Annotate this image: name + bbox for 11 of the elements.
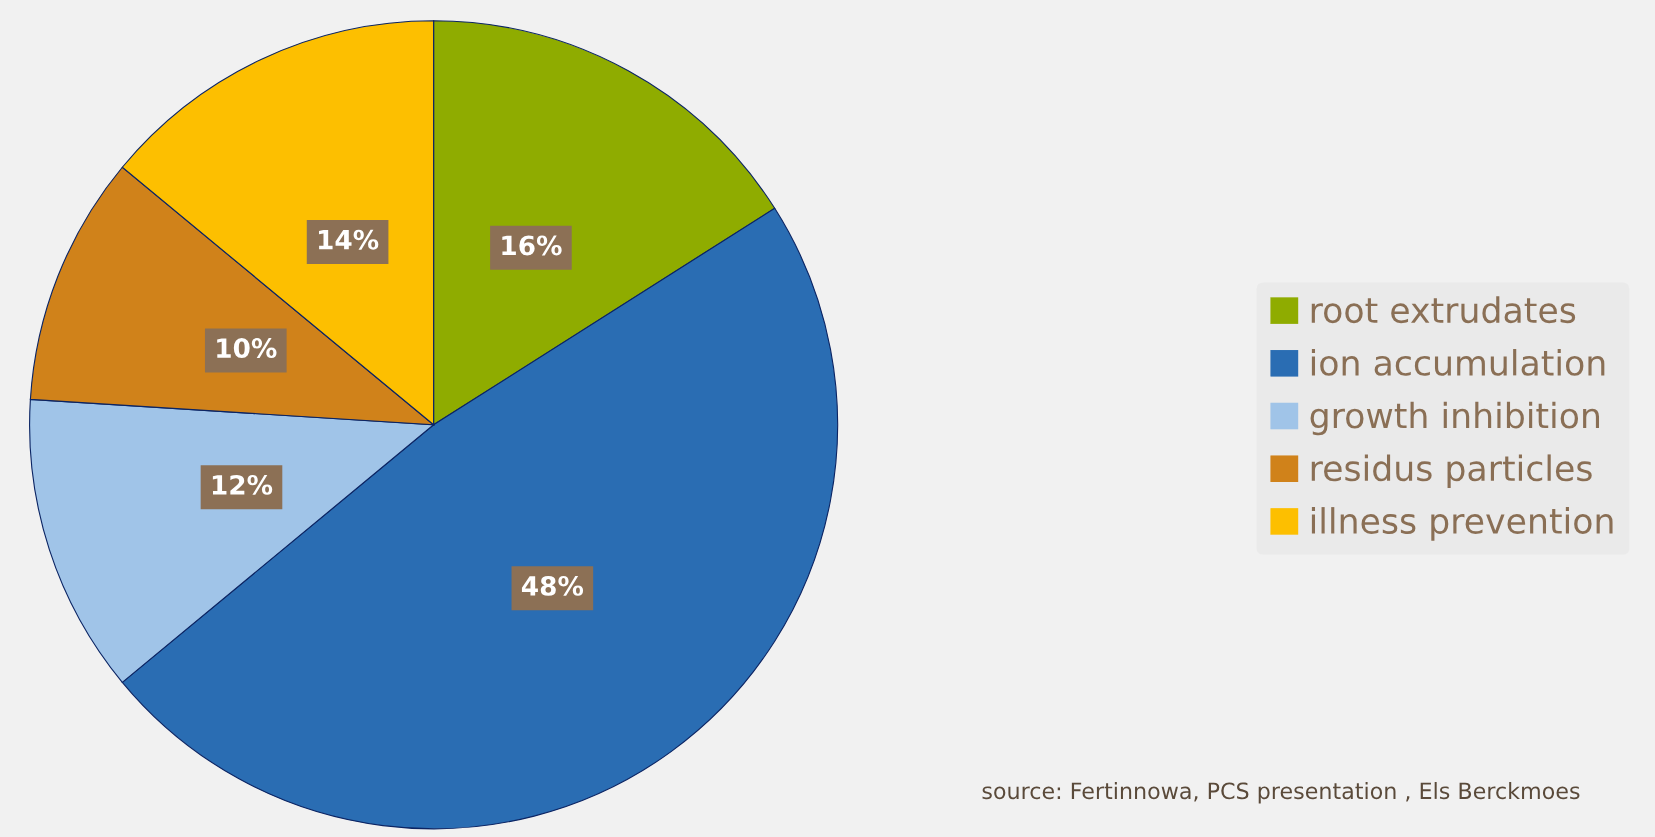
legend-label: illness prevention bbox=[1311, 507, 1613, 541]
data-label: 14% bbox=[318, 229, 379, 250]
data-label: 16% bbox=[502, 235, 562, 256]
data-label: 48% bbox=[521, 575, 584, 596]
legend-label: growth inhibition bbox=[1310, 401, 1600, 436]
legend-label: root extrudates bbox=[1311, 296, 1576, 324]
source-note: source: Fertinnowa, PCS presentation , Els Berckmoes bbox=[982, 782, 1580, 804]
data-label: 10% bbox=[217, 338, 277, 359]
legend-label: ion accumulation bbox=[1311, 349, 1605, 376]
legend-label: residus particles bbox=[1311, 454, 1592, 488]
data-label: 12% bbox=[212, 474, 273, 495]
